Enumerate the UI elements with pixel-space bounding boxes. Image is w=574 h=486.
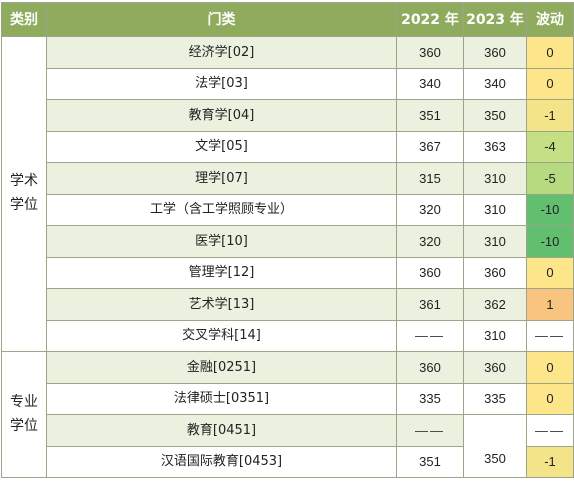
- table-row: 专业 学位 金融[0251] 360 360 0: [1, 351, 574, 478]
- score-2022-cell: 315: [396, 162, 464, 195]
- table-row: 教育学[04] 351 350 -1: [2, 99, 574, 132]
- category-cell: 专业 学位: [1, 351, 47, 478]
- score-2023-cell: 362: [463, 288, 527, 321]
- subject-cell: 工学（含工学照顾专业）: [46, 193, 397, 226]
- change-cell: -10: [526, 193, 574, 226]
- change-cell: -4: [526, 130, 574, 163]
- change-cell: 0: [526, 351, 574, 384]
- score-2023-cell: 350: [463, 99, 527, 132]
- category-label-line: 学术: [10, 173, 38, 190]
- score-2023-cell: 310: [463, 319, 527, 352]
- score-2023-cell: 360: [463, 351, 527, 384]
- score-2023-cell: 310: [463, 193, 527, 226]
- table-row: 文学[05] 367 363 -4: [2, 130, 574, 163]
- change-cell: 0: [526, 67, 574, 100]
- score-2023-cell: 350: [463, 414, 527, 478]
- category-label-line: 专业: [10, 393, 38, 410]
- score-2022-cell: 367: [396, 130, 464, 163]
- header-change: 波动: [526, 2, 574, 37]
- subject-cell: 法律硕士[0351]: [46, 382, 397, 415]
- subject-cell: 理学[07]: [46, 162, 397, 195]
- score-2022-cell: 361: [396, 288, 464, 321]
- score-2022-cell: ——: [396, 319, 464, 352]
- score-table-container: 类别 门类 2022 年 2023 年 波动 学术 学位 经济学[02] 360 360…: [1, 2, 574, 478]
- score-2022-cell: 360: [396, 36, 464, 69]
- header-subject: 门类: [46, 2, 397, 37]
- category-label-line: 学位: [10, 417, 38, 434]
- subject-cell: 法学[03]: [46, 67, 397, 100]
- subject-cell: 文学[05]: [46, 130, 397, 163]
- score-2023-cell: 310: [463, 162, 527, 195]
- change-cell: -10: [526, 225, 574, 258]
- header-row: 类别 门类 2022 年 2023 年 波动: [1, 2, 574, 37]
- table-row: 交叉学科[14] —— 310 ——: [2, 319, 574, 352]
- change-cell: -1: [526, 445, 574, 478]
- subject-cell: 教育[0451]: [46, 414, 397, 447]
- table-row: 艺术学[13] 361 362 1: [2, 288, 574, 321]
- table-row: 法律硕士[0351] 335 335 0: [2, 382, 574, 415]
- category-label-line: 学位: [10, 197, 38, 213]
- change-cell: 0: [526, 256, 574, 289]
- score-2023-cell: 360: [463, 256, 527, 289]
- table-row: 管理学[12] 360 360 0: [2, 256, 574, 289]
- subject-cell: 汉语国际教育[0453]: [46, 445, 397, 478]
- score-2022-cell: 340: [396, 67, 464, 100]
- table-row: 学术 学位 经济学[02] 360 360 0: [1, 36, 574, 352]
- table-row: 理学[07] 315 310 -5: [2, 162, 574, 195]
- score-2022-cell: ——: [396, 414, 464, 447]
- change-cell: 1: [526, 288, 574, 321]
- subject-cell: 金融[0251]: [46, 351, 397, 384]
- score-2023-cell: 360: [463, 36, 527, 69]
- table-row: 教育[0451] —— 350 ——: [2, 414, 574, 478]
- table-body: 学术 学位 经济学[02] 360 360 0 法学[03] 340 340 0 教育学[04] 35…: [1, 36, 574, 478]
- table-row: 法学[03] 340 340 0: [2, 67, 574, 100]
- score-2022-cell: 335: [396, 382, 464, 415]
- score-2022-cell: 320: [396, 225, 464, 258]
- subject-cell: 经济学[02]: [46, 36, 397, 69]
- subject-cell: 医学[10]: [46, 225, 397, 258]
- header-2022: 2022 年: [396, 2, 464, 37]
- score-2022-cell: 351: [396, 99, 464, 132]
- header-category: 类别: [1, 2, 47, 37]
- table-row: 工学（含工学照顾专业） 320 310 -10: [2, 193, 574, 226]
- header-2023: 2023 年: [463, 2, 527, 37]
- score-2023-cell: 363: [463, 130, 527, 163]
- score-2023-cell: 310: [463, 225, 527, 258]
- change-cell: 0: [526, 36, 574, 69]
- change-cell: -5: [526, 162, 574, 195]
- subject-cell: 管理学[12]: [46, 256, 397, 289]
- score-2022-cell: 320: [396, 193, 464, 226]
- change-cell: 0: [526, 382, 574, 415]
- score-2022-cell: 360: [396, 256, 464, 289]
- score-2023-cell: 340: [463, 67, 527, 100]
- subject-cell: 交叉学科[14]: [46, 319, 397, 352]
- change-cell: -1: [526, 99, 574, 132]
- score-2022-cell: 360: [396, 351, 464, 384]
- change-cell: ——: [526, 319, 574, 352]
- score-2022-cell: 351: [396, 445, 464, 478]
- table-row: 汉语国际教育[0453] 351 -1: [2, 445, 574, 478]
- change-cell: ——: [526, 414, 574, 447]
- table-row: 医学[10] 320 310 -10: [2, 225, 574, 258]
- subject-cell: 教育学[04]: [46, 99, 397, 132]
- score-2023-cell: 335: [463, 382, 527, 415]
- subject-cell: 艺术学[13]: [46, 288, 397, 321]
- score-table: 类别 门类 2022 年 2023 年 波动 学术 学位 经济学[02] 360 360…: [1, 2, 574, 478]
- category-cell: 学术 学位: [1, 36, 47, 352]
